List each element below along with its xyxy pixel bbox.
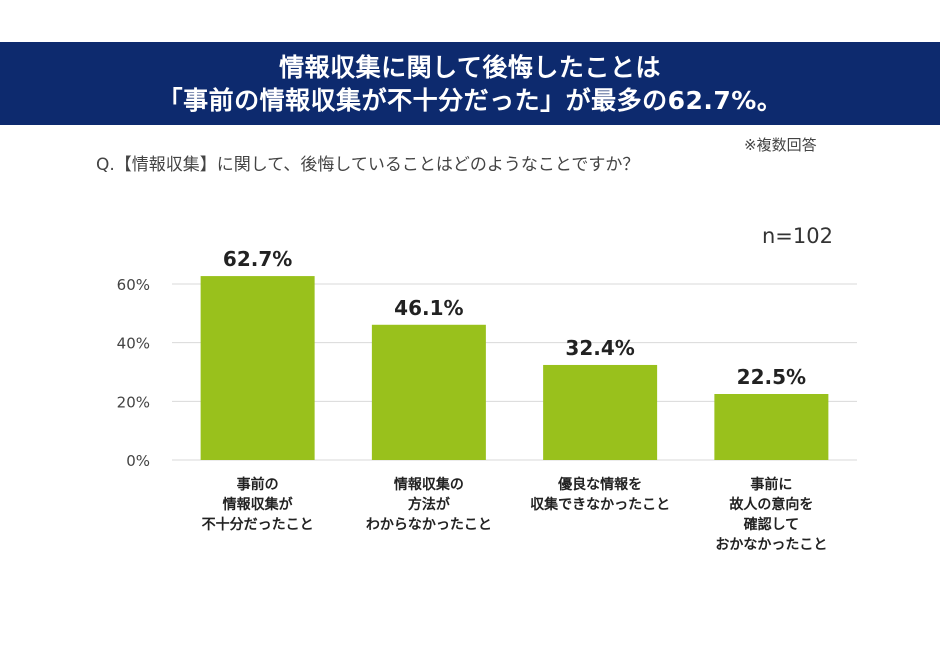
category-labels: 事前の情報収集が不十分だったこと情報収集の方法がわからなかったこと優良な情報を収… <box>202 476 828 553</box>
category-label-line: 不十分だったこと <box>202 516 314 533</box>
data-label: 32.4% <box>565 336 634 360</box>
category-label-line: 情報収集の <box>394 476 464 493</box>
data-labels: 62.7% 46.1% 32.4% 22.5% <box>223 247 806 389</box>
sample-size-label: n=102 <box>762 224 833 248</box>
data-label: 46.1% <box>394 296 463 320</box>
bars <box>200 276 829 460</box>
multiple-answer-note: ※複数回答 <box>744 136 817 154</box>
category-label-line: 情報収集が <box>223 496 294 513</box>
category-label: 事前に故人の意向を確認しておかなかったこと <box>715 476 827 553</box>
title-line-1: 情報収集に関して後悔したことは <box>279 53 661 82</box>
category-label-line: 方法が <box>408 496 451 513</box>
category-label: 情報収集の方法がわからなかったこと <box>366 476 492 533</box>
bar <box>371 324 486 460</box>
category-label: 事前の情報収集が不十分だったこと <box>202 476 314 533</box>
y-tick-label: 0% <box>126 452 150 470</box>
category-label-line: わからなかったこと <box>366 517 492 533</box>
y-tick-label: 20% <box>117 393 150 411</box>
bar <box>714 394 829 460</box>
category-label-line: おかなかったこと <box>715 537 827 553</box>
y-tick-label: 40% <box>117 335 150 353</box>
y-axis-ticks: 0% 20% 40% 60% <box>117 276 150 470</box>
data-label: 62.7% <box>223 247 292 271</box>
title-line-2: 「事前の情報収集が不十分だった」が最多の62.7%。 <box>157 86 783 115</box>
category-label: 優良な情報を収集できなかったこと <box>530 476 670 513</box>
category-label-line: 確認して <box>744 516 800 533</box>
title-banner: 情報収集に関して後悔したことは 「事前の情報収集が不十分だった」が最多の62.7… <box>0 42 940 125</box>
y-tick-label: 60% <box>117 276 150 294</box>
category-label-line: 優良な情報を <box>557 476 642 493</box>
category-label-line: 事前の <box>237 476 279 493</box>
category-label-line: 故人の意向を <box>729 496 813 513</box>
data-label: 22.5% <box>737 365 806 389</box>
category-label-line: 収集できなかったこと <box>530 496 670 513</box>
survey-question: Q.【情報収集】に関して、後悔していることはどのようなことですか？ <box>96 155 640 175</box>
bar <box>543 364 658 460</box>
bar <box>200 276 315 460</box>
category-label-line: 事前に <box>750 476 792 493</box>
